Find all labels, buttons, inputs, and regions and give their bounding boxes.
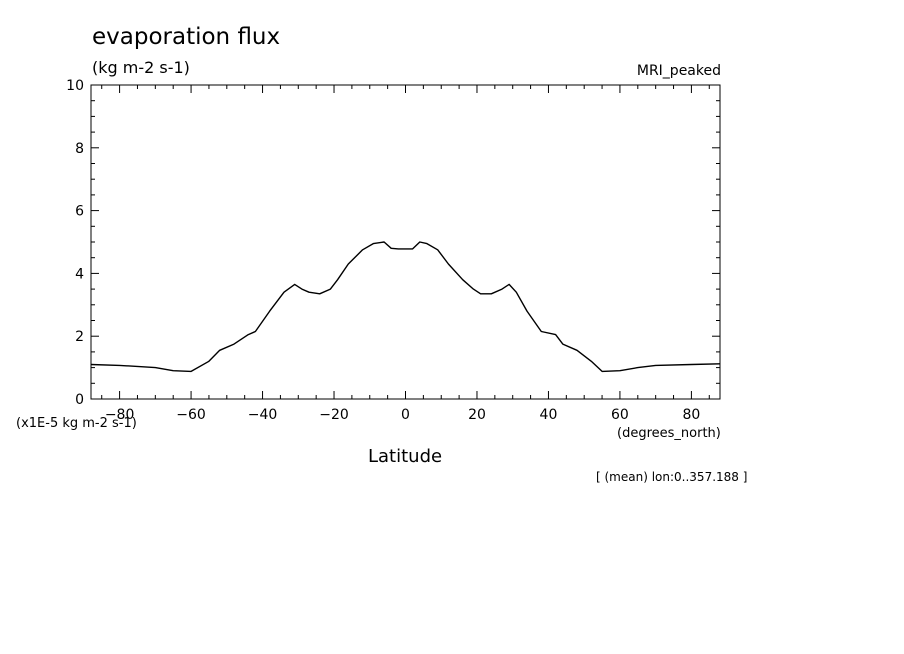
y-tick-label: 2 bbox=[75, 329, 84, 345]
x-tick-label: −20 bbox=[319, 407, 349, 423]
y-tick-label: 0 bbox=[75, 392, 84, 408]
x-tick-label: −80 bbox=[105, 407, 135, 423]
y-tick-label: 4 bbox=[75, 266, 84, 282]
x-tick-label: −40 bbox=[248, 407, 278, 423]
model-label: MRI_peaked bbox=[636, 63, 721, 79]
x-tick-label: 80 bbox=[682, 407, 700, 423]
y-tick-label: 8 bbox=[75, 141, 84, 157]
x-axis-title: Latitude bbox=[368, 446, 443, 467]
footnote: [ (mean) lon:0..357.188 ] bbox=[596, 470, 748, 484]
x-tick-label: 40 bbox=[540, 407, 558, 423]
x-units-label: (degrees_north) bbox=[617, 426, 721, 441]
chart-units: (kg m-2 s-1) bbox=[92, 58, 190, 77]
x-tick-label: 20 bbox=[468, 407, 486, 423]
x-tick-label: 0 bbox=[401, 407, 410, 423]
plot-frame bbox=[90, 84, 721, 400]
y-tick-label: 6 bbox=[75, 204, 84, 220]
y-scale-note: (x1E-5 kg m-2 s-1) bbox=[16, 416, 137, 431]
series-line-0 bbox=[90, 241, 721, 373]
x-tick-label: −60 bbox=[176, 407, 206, 423]
x-tick-label: 60 bbox=[611, 407, 629, 423]
y-tick-label: 10 bbox=[66, 78, 84, 94]
chart-title: evaporation flux bbox=[92, 24, 281, 50]
